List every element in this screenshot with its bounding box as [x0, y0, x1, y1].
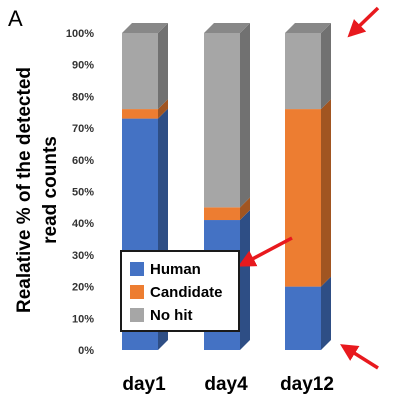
bar-day12-human	[285, 276, 331, 350]
x-tick-label-day4: day4	[204, 374, 248, 395]
red-arrow	[340, 344, 379, 370]
legend-label-human: Human	[150, 260, 201, 278]
y-tick-label: 20%	[72, 282, 94, 294]
x-tick-label-day12: day12	[280, 374, 334, 395]
bar-day4-candidate	[204, 197, 250, 221]
x-tick-label-day1: day1	[122, 374, 166, 395]
red-arrow	[237, 236, 293, 267]
bar-day1-no-hit	[122, 23, 168, 110]
y-tick-label: 90%	[72, 60, 94, 72]
legend: Human Candidate No hit	[120, 250, 240, 332]
legend-item-human: Human	[130, 258, 201, 280]
legend-item-no-hit: No hit	[130, 304, 193, 326]
bar-day12-candidate	[285, 99, 331, 287]
y-tick-label: 0%	[78, 345, 94, 357]
legend-swatch-candidate	[130, 285, 144, 299]
bar-day4-no-hit	[204, 23, 250, 208]
panel-label: A	[8, 6, 23, 31]
bar-day12-no-hit	[285, 23, 331, 110]
red-arrow	[347, 6, 380, 38]
y-axis-ticks: 0% 10% 20% 30% 40% 50% 60% 70% 80% 90% 100%	[66, 28, 94, 357]
bars	[122, 23, 331, 350]
y-tick-label: 80%	[72, 91, 94, 103]
bar-day1-candidate	[122, 99, 168, 119]
y-tick-label: 50%	[72, 187, 94, 199]
y-tick-label: 30%	[72, 250, 94, 262]
annotation-arrows	[237, 6, 380, 370]
y-tick-label: 60%	[72, 155, 94, 167]
x-axis-labels: day1 day4 day12	[122, 374, 334, 395]
legend-swatch-no-hit	[130, 308, 144, 322]
y-tick-label: 70%	[72, 123, 94, 135]
y-tick-label: 10%	[72, 313, 94, 325]
y-tick-label: 40%	[72, 218, 94, 230]
legend-item-candidate: Candidate	[130, 281, 223, 303]
legend-label-candidate: Candidate	[150, 283, 223, 301]
y-tick-label: 100%	[66, 28, 94, 40]
legend-label-no-hit: No hit	[150, 306, 193, 324]
legend-swatch-human	[130, 262, 144, 276]
